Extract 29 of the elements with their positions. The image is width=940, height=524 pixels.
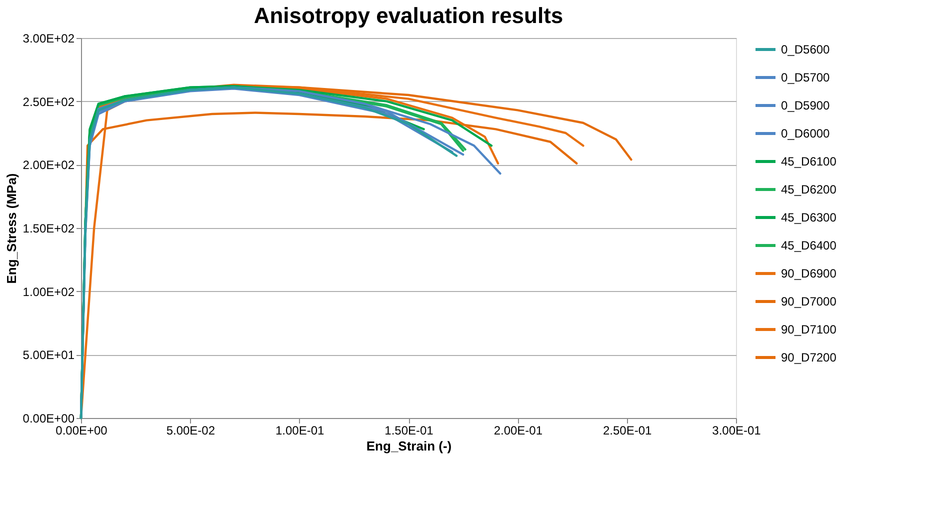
y-tick-label: 1.50E+02 bbox=[22, 222, 75, 236]
y-tick-label: 3.00E+02 bbox=[22, 32, 75, 46]
x-tick-label: 2.00E-01 bbox=[494, 424, 543, 438]
x-tick-label: 0.00E+00 bbox=[56, 424, 108, 438]
chart-title: Anisotropy evaluation results bbox=[254, 3, 564, 28]
legend-label: 0_D5700 bbox=[781, 70, 830, 84]
y-axis-title: Eng_Stress (MPa) bbox=[4, 173, 19, 284]
x-tick-label: 2.50E-01 bbox=[602, 424, 652, 438]
legend-label: 0_D6000 bbox=[781, 126, 830, 140]
y-tick-label: 2.50E+02 bbox=[22, 94, 75, 109]
x-tick-label: 5.00E-02 bbox=[166, 424, 216, 438]
legend-label: 90_D6900 bbox=[781, 266, 837, 280]
legend-label: 0_D5600 bbox=[781, 42, 830, 56]
y-tick-label: 0.00E+00 bbox=[22, 412, 75, 426]
legend-label: 90_D7100 bbox=[781, 322, 837, 336]
x-tick-label: 3.00E-01 bbox=[712, 424, 762, 438]
legend-label: 45_D6100 bbox=[781, 154, 837, 168]
legend-label: 90_D7000 bbox=[781, 294, 837, 308]
legend-label: 45_D6400 bbox=[781, 238, 837, 252]
x-axis-title: Eng_Strain (-) bbox=[366, 438, 452, 454]
legend-label: 45_D6200 bbox=[781, 182, 837, 196]
x-tick-label: 1.50E-01 bbox=[384, 424, 434, 438]
legend-label: 90_D7200 bbox=[781, 350, 837, 364]
legend-label: 0_D5900 bbox=[781, 98, 830, 112]
legend-label: 45_D6300 bbox=[781, 210, 837, 224]
y-tick-label: 2.00E+02 bbox=[22, 158, 75, 172]
y-tick-label: 1.00E+02 bbox=[22, 284, 75, 299]
x-tick-label: 1.00E-01 bbox=[275, 424, 325, 438]
y-tick-label: 5.00E+01 bbox=[22, 348, 75, 362]
